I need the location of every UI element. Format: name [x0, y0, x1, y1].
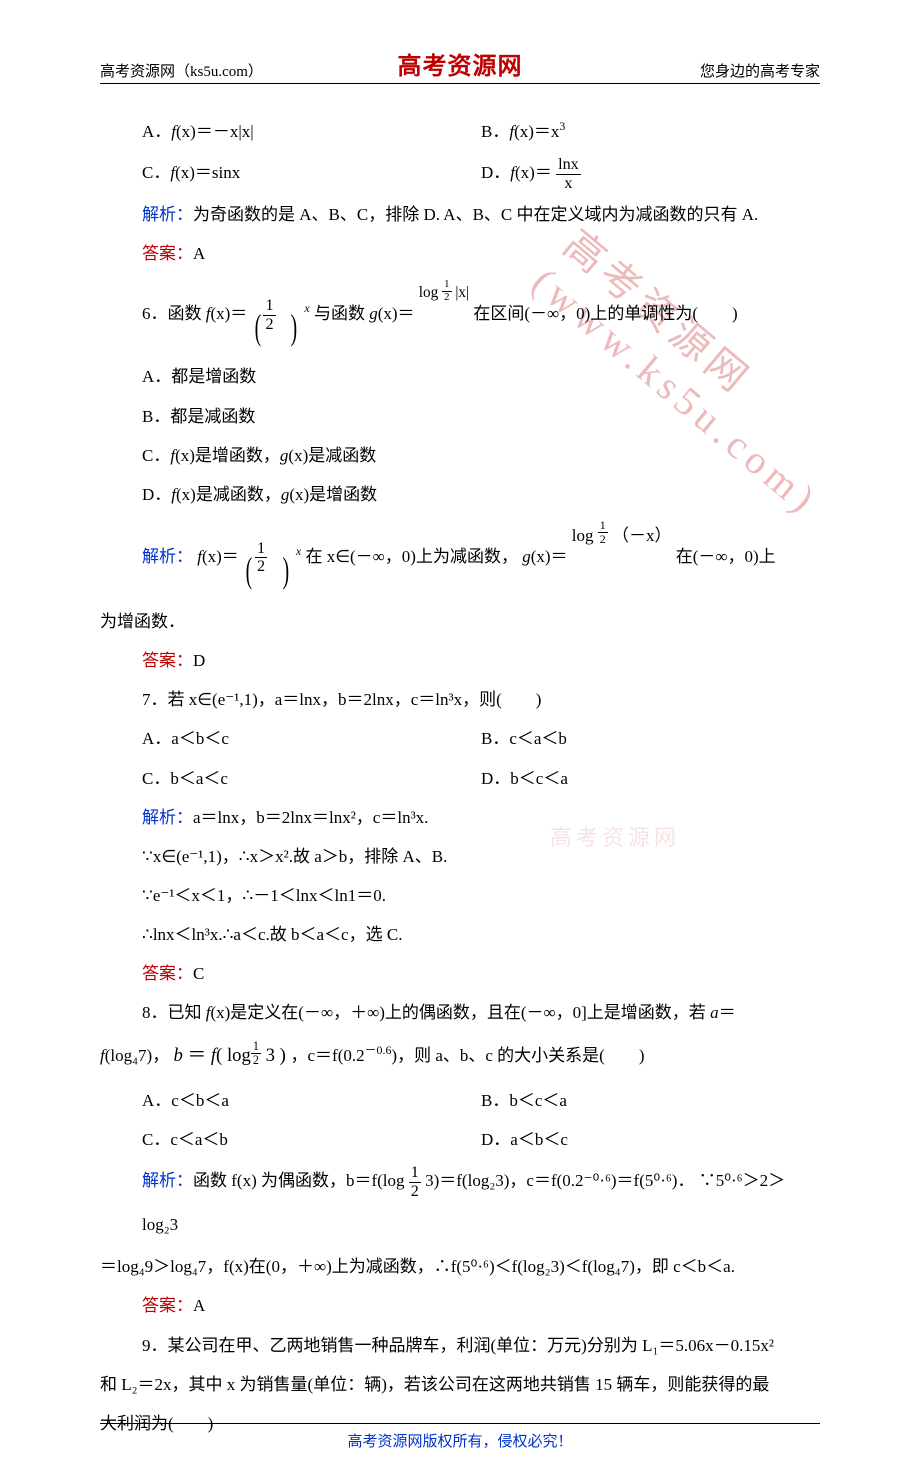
q8-stem-l1: 8．已知 f(x)是定义在(－∞，＋∞)上的偶函数，且在(－∞，0]上是增函数，… — [100, 993, 820, 1032]
q6-option-d: D．f(x)是减函数，g(x)是增函数 — [100, 475, 820, 514]
q6-answer: 答案：D — [100, 641, 820, 680]
q8-stem-l2: f(log₄7)， b ＝ f( log12 3 ) ，c＝f(0.2－0.6)… — [100, 1032, 820, 1081]
q6-option-c: C．f(x)是增函数，g(x)是减函数 — [100, 436, 820, 475]
header-right: 您身边的高考专家 — [700, 60, 820, 81]
q8-analysis-l2: ＝log₄9＞log₄7，f(x)在(0，＋∞)上为减函数，∴f(5⁰·⁶)＜f… — [100, 1247, 820, 1286]
q5-analysis: 解析：为奇函数的是 A、B、C，排除 D. A、B、C 中在定义域内为减函数的只… — [100, 195, 820, 234]
q7-option-c: C．b＜a＜c — [100, 759, 481, 798]
q7-option-d: D．b＜c＜a — [481, 759, 820, 798]
q9-l1: 9．某公司在甲、乙两地销售一种品牌车，利润(单位：万元)分别为 L₁＝5.06x… — [100, 1326, 820, 1365]
q8-option-c: C．c＜a＜b — [100, 1120, 481, 1159]
q5-option-d: D．f(x)＝ lnxx — [481, 151, 820, 195]
q7-analysis-l3: ∵e⁻¹＜x＜1，∴－1＜lnx＜ln1＝0. — [100, 876, 820, 915]
q8-option-b: B．b＜c＜a — [481, 1081, 820, 1120]
q6-analysis: 解析： f(x)＝ (12 ) x 在 x∈(－∞，0)上为减函数， g(x)＝… — [100, 514, 820, 602]
q7-answer: 答案：C — [100, 954, 820, 993]
q6-stem: 6．函数 f(x)＝ (12 ) x 与函数 g(x)＝ log 12 |x| … — [100, 273, 820, 357]
header-left: 高考资源网（ks5u.com） — [100, 60, 263, 81]
header-brand: 高考资源网 — [398, 54, 523, 80]
q8-option-d: D．a＜b＜c — [481, 1120, 820, 1159]
q5-answer: 答案：A — [100, 234, 820, 273]
q9-l3: 大利润为( ) — [100, 1404, 820, 1443]
q7-option-a: A．a＜b＜c — [100, 719, 481, 758]
q8-analysis-l1: 解析：函数 f(x) 为偶函数，b＝f(log 12 3)＝f(log₂3)，c… — [100, 1159, 820, 1247]
q9-l2: 和 L₂＝2x，其中 x 为销售量(单位：辆)，若该公司在这两地共销售 15 辆… — [100, 1365, 820, 1404]
q7-stem: 7．若 x∈(e⁻¹,1)，a＝lnx，b＝2lnx，c＝ln³x，则( ) — [100, 680, 820, 719]
q8-answer: 答案：A — [100, 1286, 820, 1325]
q6-option-b: B．都是减函数 — [100, 397, 820, 436]
q7-analysis-l4: ∴lnx＜ln³x.∴a＜c.故 b＜a＜c，选 C. — [100, 915, 820, 954]
q5-option-a: A．f(x)＝－x|x| — [100, 112, 481, 151]
q8-option-a: A．c＜b＜a — [100, 1081, 481, 1120]
q7-analysis-l1: 解析：a＝lnx，b＝2lnx＝lnx²，c＝ln³x. — [100, 798, 820, 837]
q6-option-a: A．都是增函数 — [100, 357, 820, 396]
q6-analysis-tail: 为增函数． — [100, 602, 820, 641]
q5-option-b: B．f(x)＝x3 — [481, 112, 820, 151]
page-header: 高考资源网（ks5u.com） 高考资源网 您身边的高考专家 — [100, 60, 820, 81]
q5-option-c: C．f(x)＝sinx — [100, 151, 481, 195]
q7-option-b: B．c＜a＜b — [481, 719, 820, 758]
q7-analysis-l2: ∵x∈(e⁻¹,1)，∴x＞x².故 a＞b，排除 A、B. — [100, 837, 820, 876]
